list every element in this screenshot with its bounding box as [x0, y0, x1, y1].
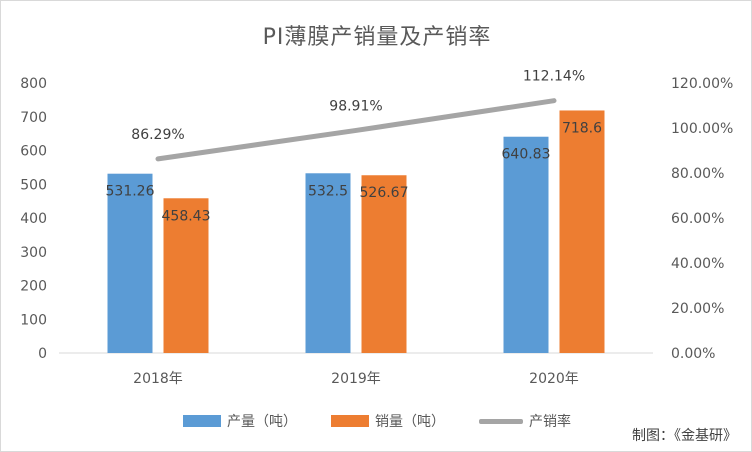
- bar-production: [305, 173, 351, 353]
- legend-item-production[interactable]: 产量（吨）: [183, 411, 297, 431]
- left-tick-label: 0: [38, 346, 47, 362]
- left-tick-label: 100: [20, 312, 47, 328]
- rate-data-label: 98.91%: [329, 98, 382, 114]
- category-label: 2020年: [529, 371, 579, 387]
- chart-title: PI薄膜产销量及产销率: [262, 25, 492, 50]
- bar-data-label: 531.26: [106, 184, 155, 200]
- right-axis-ticks: 0.00% 20.00% 40.00% 60.00% 80.00% 100.00% 120.…: [671, 76, 733, 362]
- bar-data-label: 640.83: [502, 147, 551, 163]
- left-tick-label: 200: [20, 279, 47, 295]
- left-tick-label: 500: [20, 177, 47, 193]
- legend-item-sales[interactable]: 销量（吨）: [331, 411, 445, 431]
- rate-point: [553, 99, 555, 102]
- legend-swatch-sales: [331, 415, 369, 427]
- data-labels: 531.26 458.43 532.5 526.67 640.83 718.6 86.29%…: [106, 69, 603, 225]
- left-tick-label: 700: [20, 110, 47, 126]
- left-tick-label: 400: [20, 211, 47, 227]
- right-tick-label: 100.00%: [671, 121, 733, 137]
- category-labels: 2018年 2019年 2020年: [133, 371, 579, 387]
- bar-sales: [361, 175, 407, 353]
- bar-sales: [559, 110, 605, 353]
- category-label: 2018年: [133, 371, 183, 387]
- left-tick-label: 600: [20, 144, 47, 160]
- legend: 产量（吨） 销量（吨） 产销率: [1, 411, 751, 431]
- right-tick-label: 20.00%: [671, 301, 724, 317]
- right-tick-label: 0.00%: [671, 346, 715, 362]
- right-tick-label: 60.00%: [671, 211, 724, 227]
- rate-data-label: 86.29%: [131, 127, 184, 143]
- bar-series: [107, 110, 605, 353]
- category-label: 2019年: [331, 371, 381, 387]
- legend-label-production: 产量（吨）: [227, 414, 297, 430]
- left-tick-label: 800: [20, 76, 47, 92]
- bar-data-label: 718.6: [562, 120, 602, 136]
- rate-data-label: 112.14%: [523, 69, 585, 85]
- right-tick-label: 120.00%: [671, 76, 733, 92]
- right-tick-label: 40.00%: [671, 256, 724, 272]
- bar-production: [503, 136, 549, 353]
- rate-line-series: [155, 98, 557, 162]
- legend-swatch-rate: [479, 418, 523, 424]
- source-note: 制图：《金基研》: [632, 428, 737, 444]
- bar-data-label: 532.5: [308, 183, 348, 199]
- legend-label-sales: 销量（吨）: [375, 414, 445, 430]
- bar-data-label: 526.67: [360, 185, 409, 201]
- right-tick-label: 80.00%: [671, 166, 724, 182]
- bar-sales: [163, 198, 209, 353]
- legend-label-rate: 产销率: [529, 414, 571, 430]
- rate-point: [157, 157, 159, 160]
- left-axis-ticks: 0 100 200 300 400 500 600 700 800: [20, 76, 47, 362]
- legend-item-rate[interactable]: 产销率: [479, 411, 571, 431]
- bar-production: [107, 173, 153, 353]
- bar-data-label: 458.43: [162, 208, 211, 224]
- left-tick-label: 300: [20, 245, 47, 261]
- rate-point: [355, 129, 357, 132]
- legend-swatch-production: [183, 415, 221, 427]
